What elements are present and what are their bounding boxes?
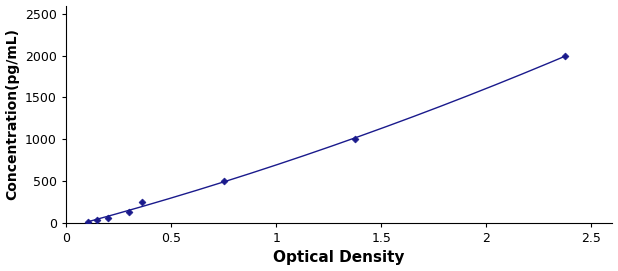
Y-axis label: Concentration(pg/mL): Concentration(pg/mL) (6, 28, 20, 200)
X-axis label: Optical Density: Optical Density (274, 250, 405, 265)
